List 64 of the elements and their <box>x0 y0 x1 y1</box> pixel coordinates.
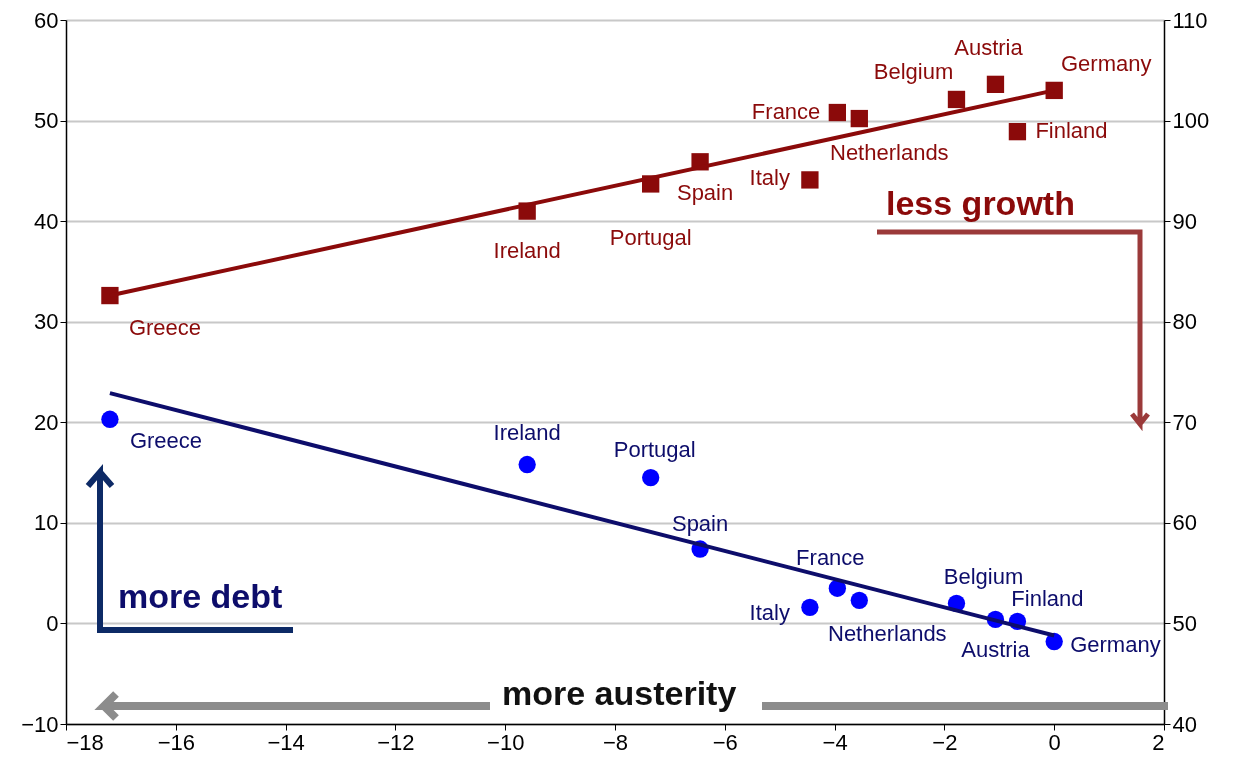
point <box>850 591 868 609</box>
annotation: Finland <box>1035 117 1108 143</box>
y-tick-label: 0 <box>46 610 59 636</box>
annotation: France <box>796 545 865 571</box>
point <box>518 455 536 474</box>
y2-tick-label: 50 <box>1172 610 1197 636</box>
point <box>986 75 1005 94</box>
annotation: Netherlands <box>827 621 947 647</box>
x-tick-label: −14 <box>267 729 305 755</box>
annotation: Germany <box>1060 51 1152 77</box>
annotation: Greece <box>129 428 203 454</box>
y2-tick-label: 100 <box>1172 108 1210 134</box>
x-tick-label: −4 <box>822 729 848 755</box>
x-tick-label: −12 <box>377 729 415 755</box>
y2-tick-label: 90 <box>1172 208 1197 234</box>
y2-tick-label: 110 <box>1172 7 1208 33</box>
annotation: less growth <box>886 184 1075 222</box>
y2-tick-label: 60 <box>1172 510 1197 536</box>
annotation: Netherlands <box>829 139 949 165</box>
point <box>1008 122 1027 141</box>
y-tick-label: 60 <box>34 7 59 33</box>
annotation: Spain <box>676 179 734 205</box>
x-tick-label: 0 <box>1048 729 1061 755</box>
point <box>828 579 846 597</box>
annotation: Ireland <box>493 238 561 264</box>
point <box>101 410 119 428</box>
annotation: Spain <box>671 511 729 537</box>
y-tick-label: 50 <box>34 108 59 134</box>
annotation: Austria <box>961 637 1031 663</box>
annotation: Austria <box>954 35 1024 61</box>
annotation: Portugal <box>609 224 692 250</box>
x-tick-label: −10 <box>487 729 525 755</box>
point <box>642 468 660 487</box>
x-tick-label: −2 <box>932 729 958 755</box>
y-tick-label: 30 <box>34 309 59 335</box>
x-tick-label: −16 <box>157 729 195 755</box>
x-tick-label: −6 <box>712 729 738 755</box>
point <box>947 90 966 109</box>
annotation: more austerity <box>502 674 737 712</box>
x-tick-label: 2 <box>1152 729 1165 755</box>
point <box>101 286 119 305</box>
annotation: Italy <box>749 600 790 626</box>
annotation: Ireland <box>493 419 561 445</box>
y2-tick-label: 70 <box>1172 409 1197 435</box>
point <box>801 171 819 189</box>
point <box>828 103 847 122</box>
y-tick-label: 10 <box>34 510 59 536</box>
point <box>801 598 819 616</box>
y2-tick-label: 40 <box>1172 711 1197 737</box>
point <box>850 109 868 128</box>
annotation: Italy <box>749 164 790 190</box>
annotation: Portugal <box>613 436 696 462</box>
x-tick-label: −18 <box>66 729 104 755</box>
y-tick-label: −10 <box>21 711 59 737</box>
y2-tick-label: 80 <box>1172 309 1197 335</box>
x-tick-label: −8 <box>602 729 629 755</box>
annotation: more debt <box>118 577 283 615</box>
annotation: France <box>751 98 821 124</box>
annotation: Belgium <box>873 59 954 85</box>
point <box>1045 632 1063 651</box>
annotation: Greece <box>128 314 202 340</box>
y-tick-label: 40 <box>34 208 59 234</box>
annotation: Germany <box>1070 631 1161 657</box>
y-tick-label: 20 <box>34 409 59 435</box>
